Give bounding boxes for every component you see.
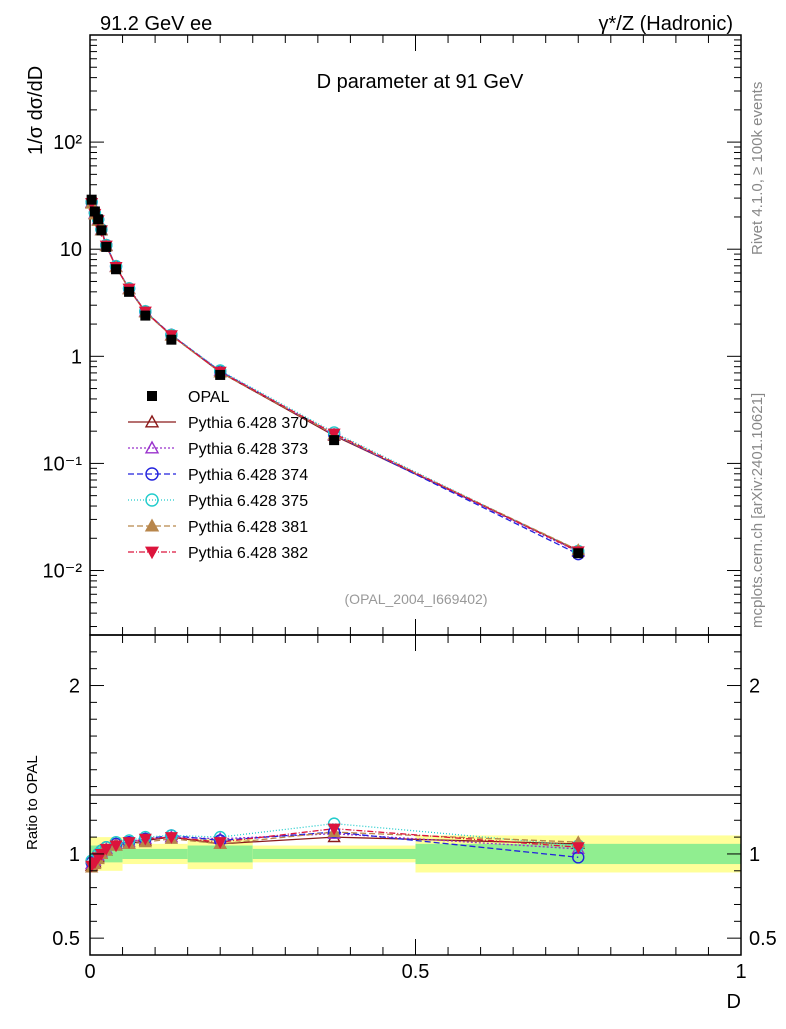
ratio-series-5-point [109, 840, 123, 853]
ratio-bands [90, 835, 741, 873]
legend-label-3: Pythia 6.428 375 [188, 493, 308, 510]
ratio-series-line-5 [91, 828, 579, 867]
legend-label-1: Pythia 6.428 373 [188, 441, 308, 458]
ratio-series-5-point [122, 837, 136, 849]
legend-marker-4 [144, 518, 160, 532]
rivet-label: Rivet 4.1.0, ≥ 100k events [749, 82, 766, 255]
data-point [89, 206, 100, 217]
ratio-ytick-label-right: 0.5 [749, 928, 777, 950]
main-ytick-label: 10 [60, 239, 82, 261]
ratio-ytick-label-left: 1 [69, 844, 80, 866]
ratio-ytick-label-left: 2 [69, 676, 80, 698]
mcplots-label: mcplots.cern.ch [arXiv:2401.10621] [749, 393, 766, 628]
legend: OPAL Pythia 6.428 370 Pythia 6.428 373 Pyth… [128, 389, 308, 562]
header-right-title: γ*/Z (Hadronic) [599, 13, 733, 35]
ratio-panel: 0.5 0.5 1 1 2 2 Ratio to OPAL [24, 634, 777, 956]
data-point [111, 264, 122, 275]
data-point [166, 334, 177, 345]
ratio-series-5-point [327, 823, 341, 836]
legend-marker-5 [144, 546, 160, 560]
data-point [573, 548, 584, 559]
main-series-5-point [327, 428, 341, 441]
legend-label-4: Pythia 6.428 381 [188, 519, 308, 536]
main-ytick-label: 10⁻¹ [43, 453, 83, 475]
y-axis-label-main: 1/σ dσ/dD [25, 66, 47, 155]
main-panel: 10⁻² 10⁻¹ 1 10 10² D parameter at 91 GeV (OP… [25, 34, 742, 636]
y-axis-label-ratio: Ratio to OPAL [24, 755, 41, 850]
legend-label-2: Pythia 6.428 374 [188, 467, 308, 484]
ratio-ytick-label-right: 1 [749, 844, 760, 866]
legend-data-marker [147, 391, 157, 401]
x-ticks: 0 0.5 1 [84, 35, 747, 983]
main-ytick-label: 10² [53, 132, 82, 154]
ratio-ytick-label-left: 0.5 [52, 928, 80, 950]
data-markers [86, 194, 584, 559]
main-series-line-5 [91, 202, 579, 552]
ratio-ticks: 0.5 0.5 1 1 2 2 [52, 634, 777, 956]
legend-marker-2 [145, 467, 159, 481]
data-point [140, 310, 151, 321]
main-series-line-2 [91, 201, 579, 555]
legend-data-label: OPAL [188, 389, 230, 406]
data-point [96, 225, 107, 236]
ratio-ytick-label-right: 2 [749, 676, 760, 698]
x-tick-label: 0 [84, 961, 95, 983]
data-point [93, 214, 104, 225]
x-axis-label: D [727, 991, 741, 1013]
data-point [215, 369, 226, 380]
data-point [101, 241, 112, 252]
x-tick-label: 1 [735, 961, 746, 983]
header-left-title: 91.2 GeV ee [100, 13, 212, 35]
x-tick-label: 0.5 [402, 961, 430, 983]
legend-label-5: Pythia 6.428 382 [188, 545, 308, 562]
main-series-line-4 [91, 203, 579, 551]
ratio-series-5-point [213, 837, 227, 849]
legend-marker-1 [144, 440, 160, 454]
data-point [86, 194, 97, 205]
data-point [329, 435, 340, 446]
ratio-markers [84, 817, 585, 873]
ratio-series-5-point [138, 833, 152, 846]
ratio-band-inner-2 [187, 845, 253, 863]
chart-title: D parameter at 91 GeV [317, 71, 524, 93]
main-series-line-3 [91, 201, 579, 552]
legend-marker-3 [145, 493, 159, 507]
ratio-band-inner-3 [252, 848, 416, 859]
ratio-series-5-point [99, 843, 113, 856]
ratio-series-5-point [164, 832, 178, 844]
legend-label-0: Pythia 6.428 370 [188, 415, 308, 432]
main-series-line-0 [91, 202, 579, 552]
legend-marker-0 [144, 414, 160, 428]
main-markers [84, 195, 585, 561]
main-ytick-label: 10⁻² [43, 561, 83, 583]
main-ytick-label: 1 [71, 346, 82, 368]
main-lines [91, 201, 579, 555]
main-ticks: 10⁻² 10⁻¹ 1 10 10² [43, 39, 741, 628]
analysis-id: (OPAL_2004_I669402) [345, 591, 488, 607]
ratio-series-5-point [571, 842, 585, 854]
ratio-series-5-point [94, 848, 108, 861]
ratio-band-inner-1 [122, 848, 188, 859]
data-point [124, 286, 135, 297]
